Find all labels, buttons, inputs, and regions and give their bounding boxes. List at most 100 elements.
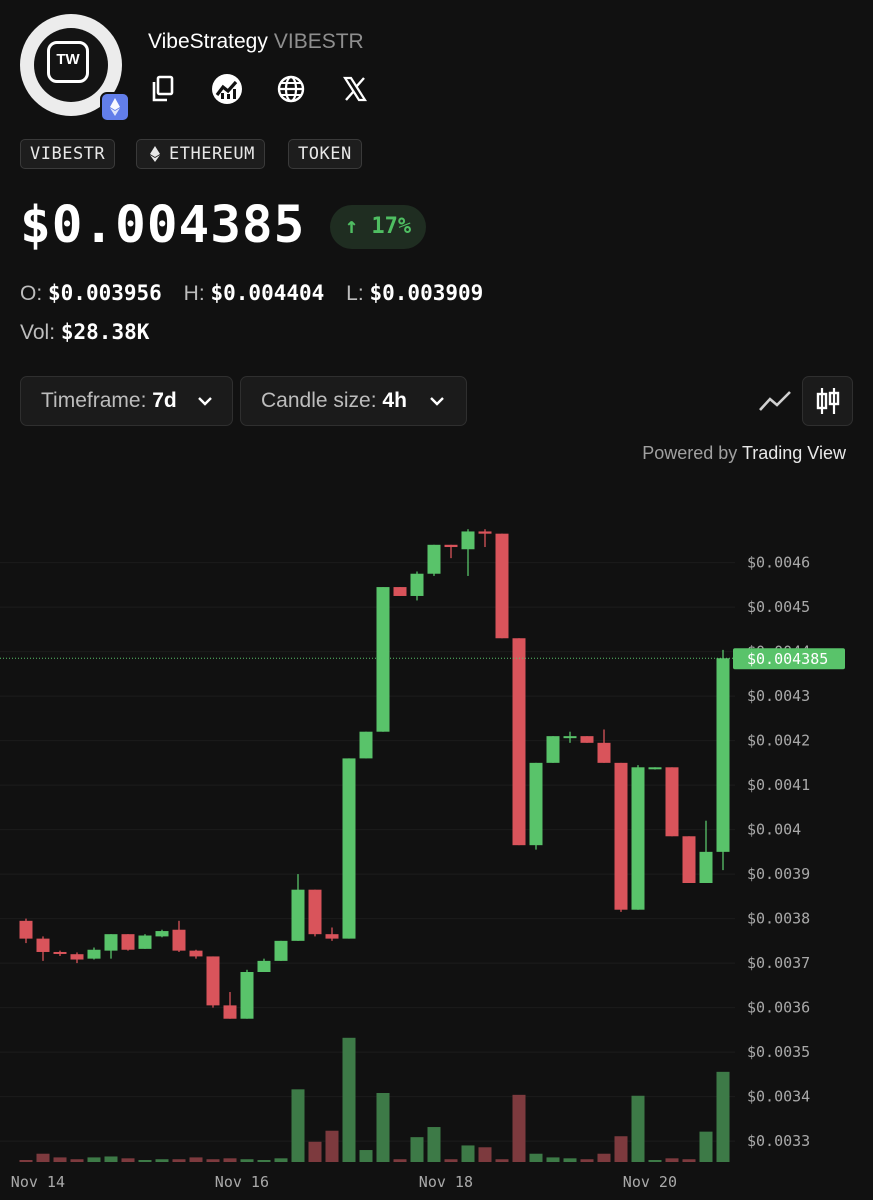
volume-bar [631,1095,645,1162]
candle-size-dropdown[interactable]: Candle size: 4h [240,376,467,426]
timeframe-value: 7d [152,389,177,412]
candle-body [19,920,33,939]
volume-bar [206,1159,220,1162]
candle-body [614,762,628,910]
candle-body [444,544,458,548]
volume-bar [70,1159,84,1162]
candle-body [461,531,475,550]
volume-bar [19,1160,33,1162]
x-tick-label: Nov 14 [11,1173,65,1191]
high-label: H: [183,282,205,305]
candle-body [223,1005,237,1019]
volume-bar [36,1153,50,1162]
token-name: VibeStrategy [148,30,268,53]
volume-bar [138,1160,152,1162]
candle-body [546,736,560,763]
last-price-label: $0.004385 [747,650,828,668]
volume-bar [665,1158,679,1162]
powered-by-prefix: Powered by [642,443,738,463]
volume-bar [308,1141,322,1162]
volume-value: $28.38K [60,320,150,344]
x-logo-icon[interactable] [338,72,372,106]
line-chart-icon[interactable] [756,384,794,418]
y-tick-label: $0.0038 [747,910,810,928]
logo-square: TW [47,41,89,83]
tag-chain: ETHEREUM [136,139,265,169]
volume-bar [478,1147,492,1162]
ohlc-row: O: $0.003956 H: $0.004404 L: $0.003909 [20,281,499,306]
candle-body [376,587,390,732]
y-tick-label: $0.0041 [747,776,810,794]
ethereum-small-icon [150,146,160,162]
candle-body [529,762,543,846]
volume-bar [376,1093,390,1162]
candle-body [104,934,118,951]
candle-body [665,767,679,837]
token-logo: TW [34,28,108,102]
candle-body [308,889,322,935]
candle-body [172,929,186,951]
x-tick-label: Nov 16 [215,1173,269,1191]
candle-body [478,531,492,534]
candle-body [393,587,407,596]
timeframe-label: Timeframe: [41,389,147,412]
low-label: L: [346,282,364,305]
volume-bar [104,1156,118,1162]
volume-bar [359,1150,373,1162]
candle-body [648,767,662,770]
token-title: VibeStrategy VIBESTR [148,30,364,54]
volume-bar [257,1160,271,1162]
candle-body [716,658,730,852]
volume-bar [563,1158,577,1162]
last-price-badge [733,648,845,670]
volume-bar [699,1131,713,1162]
chevron-down-icon [430,397,444,406]
volume-bar [597,1153,611,1162]
y-tick-label: $0.0043 [747,687,810,705]
volume-bar [121,1158,135,1162]
x-tick-label: Nov 20 [623,1173,677,1191]
volume-bar [716,1071,730,1162]
high-value: $0.004404 [210,281,325,305]
tradingview-link[interactable]: Trading View [741,443,846,463]
globe-icon[interactable] [274,72,308,106]
volume-bar [495,1159,509,1162]
y-tick-label: $0.0033 [747,1132,810,1150]
y-tick-label: $0.004 [747,821,801,839]
candle-body [291,889,305,941]
candle-body [70,954,84,960]
logo-text: TW [56,51,80,68]
volume-bar [546,1157,560,1162]
candle-body [597,742,611,763]
volume-bar [682,1159,696,1162]
tag-symbol: VIBESTR [20,139,116,169]
volume-row: Vol: $28.38K [20,320,149,345]
price-chart[interactable]: $0.0046$0.0045$0.0044$0.0043$0.0042$0.00… [0,470,873,1200]
candle-size-value: 4h [382,389,407,412]
volume-bar [614,1136,628,1162]
candle-body [36,938,50,952]
candle-body [87,949,101,959]
candle-body [257,960,271,972]
candle-body [206,956,220,1006]
timeframe-dropdown[interactable]: Timeframe: 7d [20,376,233,426]
volume-bar [342,1037,356,1162]
candle-body [121,934,135,950]
price-change-badge: ↑ 17% [330,205,426,249]
candlestick-chart-toggle[interactable] [802,376,853,426]
candle-body [342,758,356,939]
volume-bar [291,1089,305,1162]
volume-bar [461,1145,475,1162]
volume-bar [580,1159,594,1162]
candle-body [325,934,339,939]
dex-chart-icon[interactable] [210,72,244,106]
ethereum-icon [100,92,130,122]
y-tick-label: $0.0042 [747,732,810,750]
volume-bar [325,1130,339,1162]
candle-body [359,731,373,759]
tag-type: TOKEN [288,139,362,169]
candle-body [138,935,152,949]
tag-chain-label: ETHEREUM [169,144,255,164]
candle-body [563,736,577,739]
copy-icon[interactable] [146,72,180,106]
